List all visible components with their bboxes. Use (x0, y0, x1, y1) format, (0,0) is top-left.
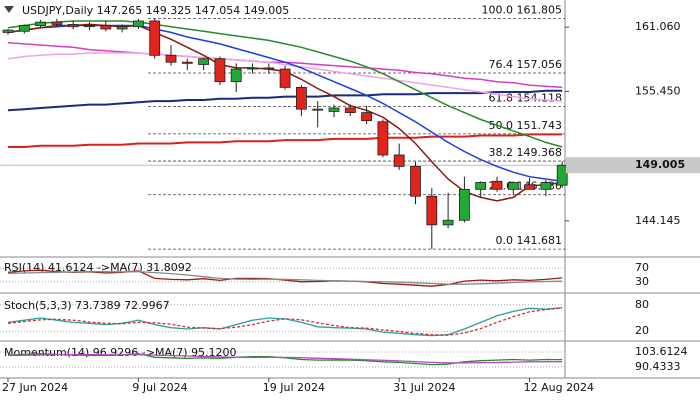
candle-body (67, 23, 79, 28)
candle-body (393, 154, 405, 167)
candle-body (116, 26, 128, 30)
candle-body (524, 184, 535, 190)
fib-label: 0.0 141.681 (496, 234, 563, 247)
x-tick-label: 9 Jul 2024 (132, 381, 187, 394)
moving-average (7, 89, 563, 112)
candle-body (295, 86, 307, 110)
symbol: USDJPY,Daily (22, 4, 94, 17)
fib-level: 76.4 (489, 58, 514, 71)
candle-body (475, 182, 487, 190)
fib-price: 141.681 (517, 234, 563, 247)
indicator-line (7, 270, 563, 285)
indicator-value: 96.9296 (93, 346, 139, 359)
fib-level: 0.0 (496, 234, 514, 247)
fib-label: 38.2 149.368 (489, 146, 563, 159)
candle-body (35, 21, 46, 26)
candle-body (507, 182, 519, 190)
fib-level: 100.0 (482, 4, 514, 17)
fib-label: 61.8 154.118 (489, 92, 563, 105)
last-price-tag (566, 157, 700, 174)
fib-price: 161.805 (517, 4, 563, 17)
fib-price: 157.056 (517, 58, 563, 71)
indicator-value: 95.1200 (191, 346, 237, 359)
moving-average (8, 133, 563, 148)
indicator-line (7, 307, 563, 336)
candle-body (328, 107, 340, 112)
moving-average (7, 20, 563, 148)
indicator-name: Momentum(14) (4, 346, 89, 359)
candle-body (410, 166, 421, 197)
indicator-label: RSI(14) 41.6124 ->MA(7) 31.8092 (4, 261, 192, 274)
indicator-value: 41.6124 (48, 261, 94, 274)
candle-body (263, 67, 275, 70)
y-tick-label: 144.145 (635, 214, 681, 227)
y-tick-label: 155.450 (635, 84, 681, 97)
candle-body (458, 188, 470, 221)
x-tick-label: 19 Jul 2024 (263, 381, 325, 394)
candle-body (312, 108, 324, 111)
fib-price: 151.743 (517, 119, 563, 132)
candle-body (361, 112, 373, 122)
candle-body (540, 182, 552, 190)
candle-body (84, 25, 95, 28)
indicator-tick-label: 30 (635, 275, 649, 288)
fib-label: 100.0 161.805 (482, 4, 563, 17)
symbol-icon (4, 6, 14, 13)
last-price-label: 149.005 (635, 158, 685, 171)
candle-body (51, 21, 63, 25)
indicator-line (7, 269, 563, 287)
candle-body (247, 67, 258, 70)
candle-body (556, 164, 568, 186)
indicator-tick-label: 80 (635, 298, 649, 311)
candle-body (344, 107, 356, 113)
candle-body (214, 58, 226, 83)
x-tick-label: 12 Aug 2024 (524, 381, 594, 394)
fib-level: 38.2 (489, 146, 514, 159)
indicator-tick-label: 20 (635, 324, 649, 337)
candle-body (165, 54, 177, 63)
candle-body (491, 180, 503, 190)
fib-level: 61.8 (489, 92, 514, 105)
indicator-label: Stoch(5,3,3) 73.7389 72.9967 (4, 299, 170, 312)
candle-body (426, 195, 438, 226)
ohlc-close: 149.005 (244, 4, 290, 17)
candle-body (230, 68, 242, 83)
candle-body (198, 58, 210, 65)
indicator-line (7, 306, 563, 337)
candle-body (132, 20, 144, 28)
indicator-line (7, 353, 563, 364)
indicator-tick-label: 90.4333 (635, 360, 681, 373)
candle-body (442, 219, 454, 226)
indicator-value: 72.9967 (124, 299, 170, 312)
moving-average (7, 52, 563, 102)
candle-body (2, 29, 14, 33)
fib-price: 154.118 (517, 92, 563, 105)
candle-body (279, 68, 291, 88)
fib-price: 149.368 (517, 146, 563, 159)
candle-body (18, 25, 30, 32)
ohlc-high: 149.325 (146, 4, 192, 17)
indicator-name: Stoch(5,3,3) (4, 299, 72, 312)
indicator-value: 31.8092 (146, 261, 192, 274)
fib-label: 76.4 157.056 (489, 58, 563, 71)
indicator-value: 73.7389 (75, 299, 121, 312)
indicator-tick-label: 70 (635, 261, 649, 274)
candle-body (181, 61, 193, 64)
ohlc-low: 147.054 (195, 4, 241, 17)
ohlc-open: 147.265 (97, 4, 143, 17)
x-tick-label: 27 Jun 2024 (2, 381, 68, 394)
candle-body (100, 25, 112, 30)
chart-header: USDJPY,Daily 147.265 149.325 147.054 149… (22, 4, 289, 17)
candle-body (149, 20, 161, 56)
indicator-tick-label: 103.6124 (635, 345, 688, 358)
candle-body (377, 121, 389, 156)
indicator-name: ->MA(7) (97, 261, 143, 274)
y-tick-label: 161.060 (635, 20, 681, 33)
x-tick-label: 31 Jul 2024 (393, 381, 455, 394)
